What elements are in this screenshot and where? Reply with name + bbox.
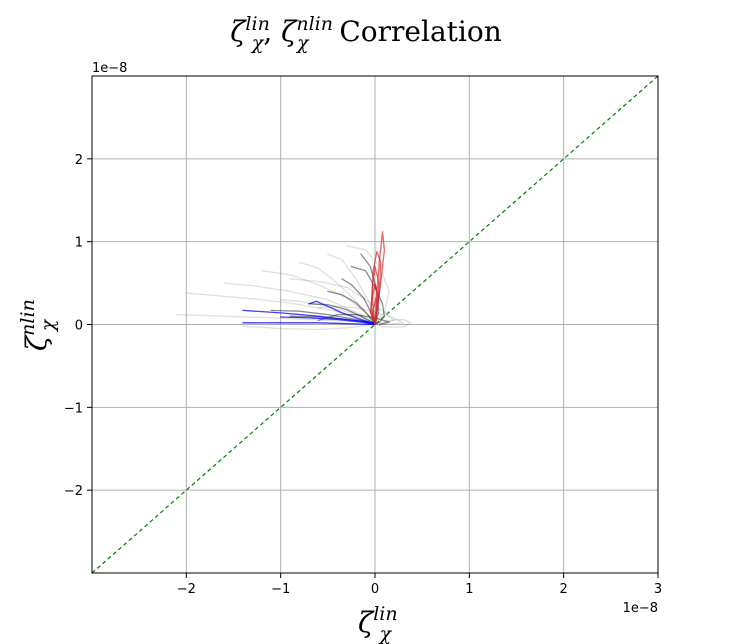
x-tick-label-2: 0 (371, 582, 379, 597)
series-line-gray-10 (289, 278, 395, 326)
x-tick-label-0: −2 (177, 582, 196, 597)
x-tick-label-5: 3 (654, 582, 662, 597)
x-tick-label-1: −1 (271, 582, 290, 597)
series-line-black-16 (350, 265, 386, 326)
series-line-black-13 (327, 290, 376, 325)
title-zeta-2: ζ (281, 15, 298, 48)
y-tick-label-3: 1 (75, 236, 83, 251)
x-tick-label-3: 1 (465, 582, 473, 597)
x-label-sup: lin (373, 603, 397, 625)
series-line-gray-2 (223, 282, 376, 323)
y-tick-label-1: −1 (64, 401, 83, 416)
title-sup-nlin: nlin (296, 13, 333, 35)
y-label-sub: χ (37, 318, 59, 333)
title-sub-chi-2: χ (295, 32, 310, 54)
title-sub-chi-1: χ (250, 32, 265, 54)
series-line-black-17 (317, 313, 390, 326)
y-tick-label-0: −2 (64, 484, 83, 499)
series-line-gray-3 (261, 270, 376, 324)
y-scale-label: 1e−8 (92, 61, 127, 76)
x-axis-label: ζlin χ (358, 603, 398, 644)
title-separator: , (263, 15, 281, 48)
y-tick-label-4: 2 (75, 153, 83, 168)
series-line-black-12 (308, 303, 376, 325)
chart-title: ζlin χ, ζnlin χ Correlation (230, 13, 502, 54)
title-sup-lin: lin (245, 13, 269, 35)
y-axis-label: ζnlinχ (17, 299, 59, 351)
title-suffix: Correlation (330, 15, 501, 48)
data-layer (176, 231, 412, 331)
title-zeta-1: ζ (230, 15, 247, 48)
series-line-gray-7 (374, 318, 412, 328)
y-label-sup: nlin (17, 299, 39, 336)
y-axis-label-group: ζnlinχ (17, 299, 59, 351)
x-tick-label-4: 2 (560, 582, 568, 597)
series-line-gray-0 (185, 292, 376, 324)
series-line-red-28 (371, 297, 378, 326)
series-line-blue-22 (308, 300, 376, 325)
y-label-base: ζ (20, 334, 53, 351)
x-scale-label: 1e−8 (623, 601, 658, 616)
series-line-gray-6 (346, 245, 390, 324)
y-tick-label-2: 0 (75, 319, 83, 334)
series-line-gray-8 (242, 323, 376, 331)
tick-layer: −2 −1 0 1 2 3 −2 −1 0 1 2 (64, 153, 662, 597)
series-line-gray-4 (298, 261, 376, 323)
x-label-base: ζ (358, 606, 375, 639)
x-label-sub: χ (378, 623, 393, 644)
series-line-blue-20 (242, 309, 376, 324)
series-line-blue-21 (242, 322, 376, 326)
series-line-blue-23 (280, 316, 376, 326)
series-line-gray-11 (317, 305, 404, 326)
